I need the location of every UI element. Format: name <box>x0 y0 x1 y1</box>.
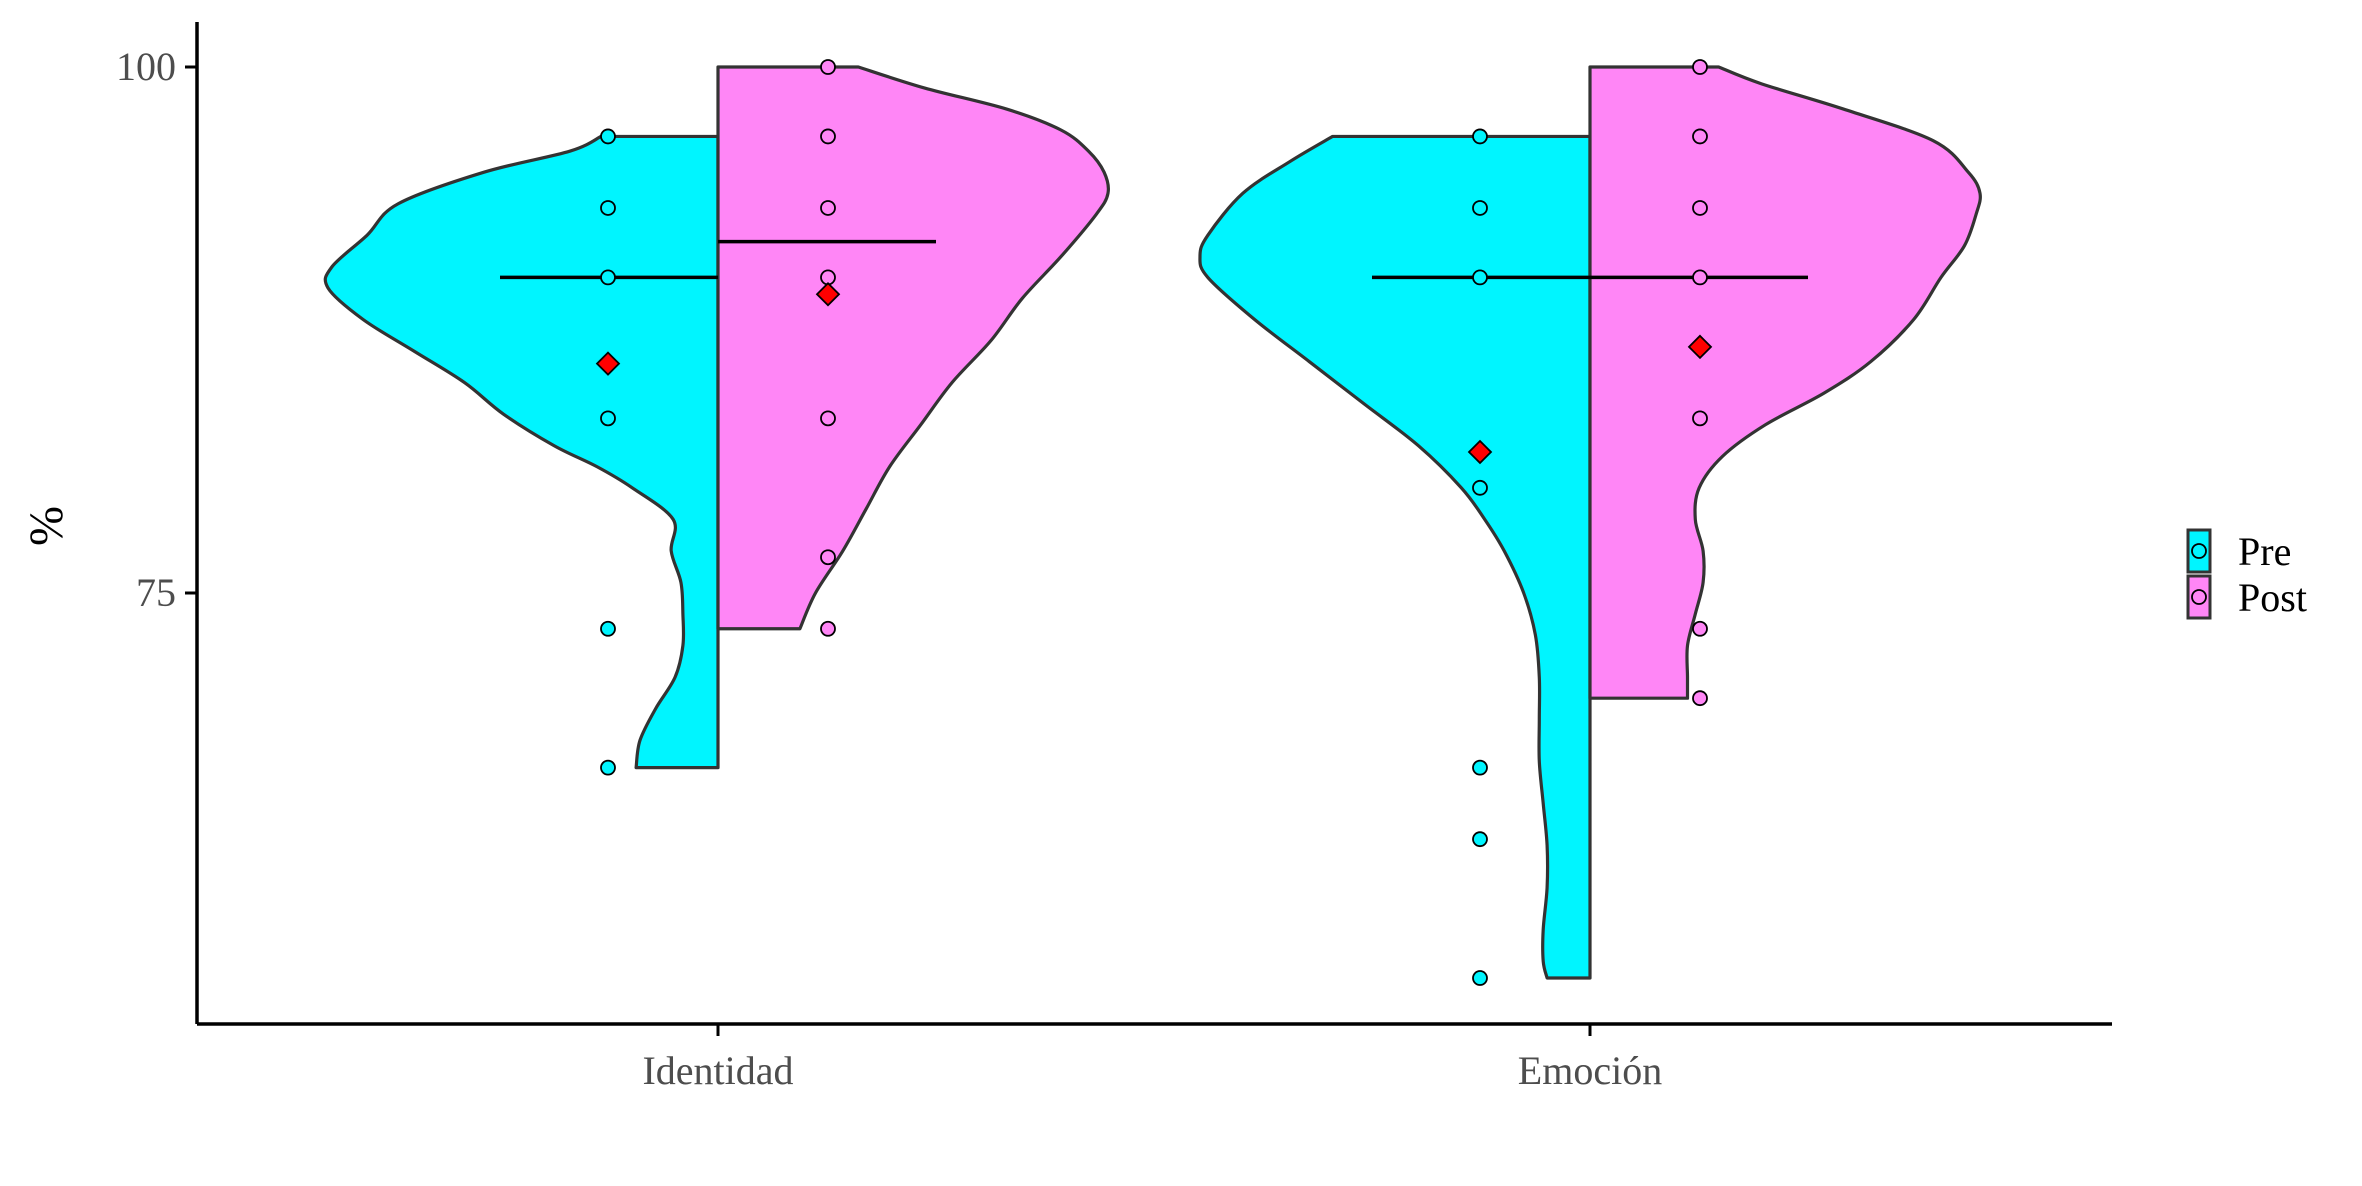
x-tick-label: Identidad <box>642 1048 793 1093</box>
violin-post-emocion <box>1588 65 1982 700</box>
data-point <box>820 200 836 216</box>
x-tick-label: Emoción <box>1518 1048 1662 1093</box>
violin-post-identidad <box>716 65 1110 631</box>
data-point <box>1472 479 1488 496</box>
data-point <box>1472 759 1488 776</box>
data-point <box>600 128 616 145</box>
y-axis-title: % <box>20 506 73 546</box>
data-point <box>600 759 616 776</box>
axes-layer <box>195 22 2112 1026</box>
data-point <box>1472 831 1488 848</box>
violins-layer <box>323 65 1982 980</box>
data-point <box>820 410 836 427</box>
data-point <box>1692 620 1708 637</box>
means-layer <box>595 281 1713 465</box>
data-point <box>1692 269 1708 286</box>
data-point <box>600 620 616 637</box>
data-point <box>1692 410 1708 427</box>
data-point <box>1472 970 1488 986</box>
mean-marker-post-identidad <box>815 281 841 307</box>
data-point <box>820 128 836 145</box>
mean-marker-pre-emocion <box>1467 439 1493 465</box>
legend-label: Pre <box>2238 529 2291 574</box>
data-point <box>600 269 616 286</box>
data-point <box>1692 59 1708 75</box>
data-point <box>1692 690 1708 707</box>
data-point <box>600 410 616 427</box>
data-point <box>820 620 836 637</box>
data-point <box>820 59 836 75</box>
y-tick-label: 75 <box>136 570 176 615</box>
violin-pre-emocion <box>1198 134 1592 980</box>
ticks-layer: 75 100 Identidad Emoción <box>116 44 1662 1093</box>
legend-label: Post <box>2238 575 2307 620</box>
data-point <box>1692 200 1708 216</box>
legend-point-icon <box>2191 543 2207 559</box>
mean-marker-pre-identidad <box>595 351 621 376</box>
data-point <box>820 549 836 566</box>
data-point <box>600 200 616 216</box>
legend-point-icon <box>2191 589 2207 605</box>
data-point <box>1472 200 1488 216</box>
points-layer <box>600 59 1708 986</box>
y-tick-label: 100 <box>116 44 176 89</box>
violin-pre-identidad <box>323 134 720 770</box>
mean-marker-post-emocion <box>1687 334 1713 360</box>
data-point <box>1472 269 1488 286</box>
data-point <box>1472 128 1488 145</box>
legend-key-post <box>2186 574 2212 620</box>
data-point <box>1692 128 1708 145</box>
legend-key-pre <box>2186 528 2212 574</box>
